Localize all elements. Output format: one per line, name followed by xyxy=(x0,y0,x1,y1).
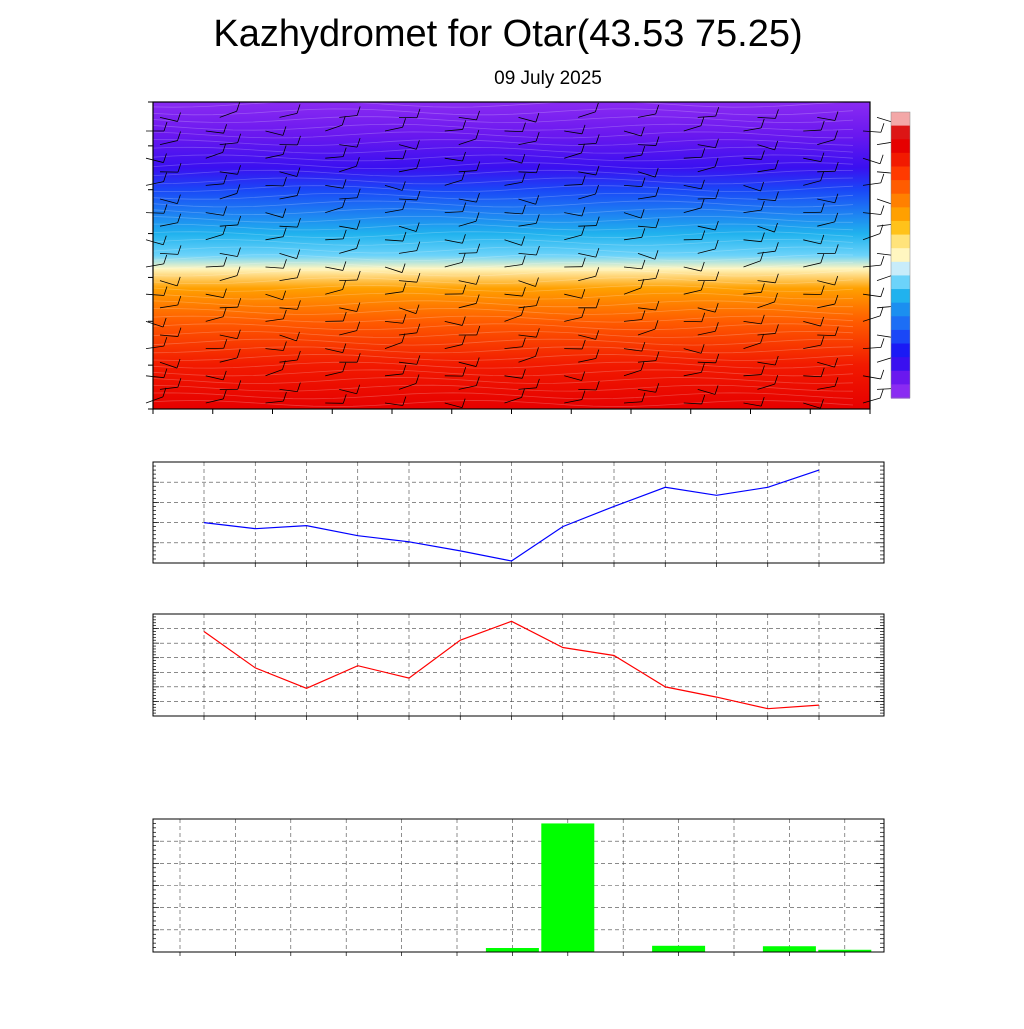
colorbar-swatch xyxy=(891,289,910,303)
colorbar-swatch xyxy=(891,194,910,208)
cross-section-panel xyxy=(146,101,898,414)
colorbar-swatch xyxy=(891,180,910,194)
colorbar-swatch xyxy=(891,303,910,317)
wind-barb-flag xyxy=(881,123,884,132)
colorbar-swatch xyxy=(891,384,910,398)
precip-bar xyxy=(763,946,816,952)
colorbar-swatch xyxy=(891,235,910,249)
wind-barb-flag xyxy=(881,370,884,379)
colorbar-swatch xyxy=(891,207,910,221)
colorbar-swatch xyxy=(891,166,910,180)
precip-panel xyxy=(153,819,884,956)
colorbar-swatch xyxy=(891,221,910,235)
colorbar-swatch xyxy=(891,316,910,330)
colorbar-swatch xyxy=(891,357,910,371)
wind-barb-flag xyxy=(880,389,883,398)
colorbar-swatch xyxy=(891,344,910,358)
colorbar-swatch xyxy=(891,330,910,344)
colorbar-swatch xyxy=(891,153,910,167)
pmsl-panel xyxy=(153,462,884,567)
wind-barb-flag xyxy=(881,256,884,265)
panel-frame xyxy=(153,462,884,563)
colorbar-swatch xyxy=(891,126,910,140)
wind-barb-flag xyxy=(880,155,883,164)
colorbar-swatch xyxy=(891,262,910,276)
figure-title: Kazhydromet for Otar(43.53 75.25) xyxy=(213,13,802,55)
wind-barb-flag xyxy=(880,307,883,316)
wind-barb-flag xyxy=(881,288,884,297)
colorbar xyxy=(891,112,910,399)
precip-bar xyxy=(541,823,594,952)
wind-barb-flag xyxy=(881,205,884,214)
wind-barb-flag xyxy=(881,338,884,347)
colorbar-swatch xyxy=(891,139,910,153)
precip-bar xyxy=(486,948,539,952)
figure-subtitle: 09 July 2025 xyxy=(494,68,602,89)
temp-panel xyxy=(153,614,884,720)
colorbar-swatch xyxy=(891,112,910,126)
panel-frame xyxy=(153,614,884,716)
colorbar-swatch xyxy=(891,371,910,385)
precip-bar xyxy=(652,946,705,952)
colorbar-swatch xyxy=(891,248,910,262)
wind-barb-flag xyxy=(881,174,884,183)
colorbar-swatch xyxy=(891,275,910,289)
